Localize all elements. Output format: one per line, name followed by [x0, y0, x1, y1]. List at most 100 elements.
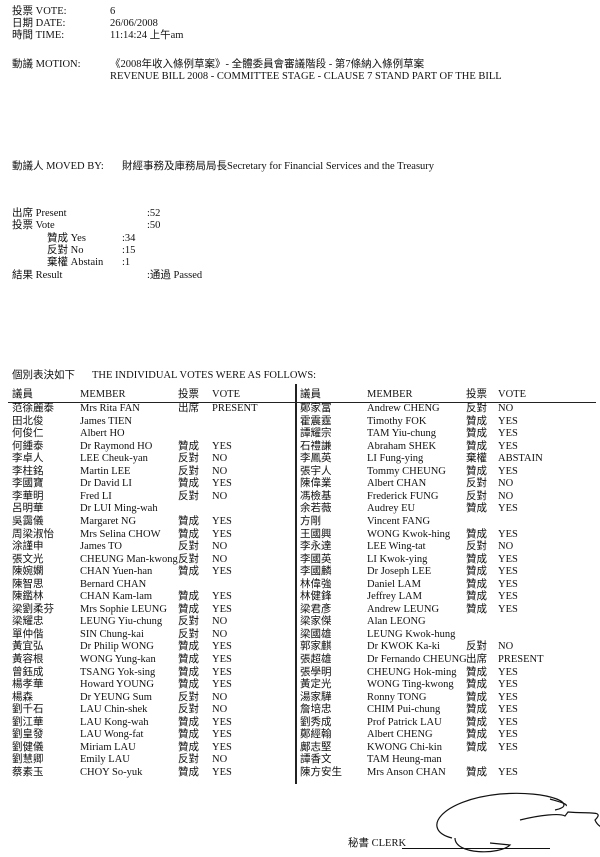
member-cn: 田北俊	[12, 415, 44, 427]
member-en: CHIM Pui-chung	[367, 704, 441, 716]
abstain-label: 棄權 Abstain	[47, 257, 104, 268]
member-en: Dr Fernando CHEUNG	[367, 654, 467, 665]
vote-en: NO	[212, 691, 228, 703]
vote-en: YES	[212, 641, 232, 653]
vote-en: YES	[212, 716, 232, 728]
member-en: Prof Patrick LAU	[367, 716, 442, 728]
vote-en: YES	[212, 591, 232, 603]
vote-cn: 贊成	[466, 578, 487, 590]
vote-en: YES	[212, 478, 232, 490]
yes-value: :34	[122, 233, 136, 244]
right-header-vote-en: VOTE	[498, 389, 526, 400]
member-cn: 王國興	[300, 528, 332, 540]
vote-cn: 出席	[466, 654, 487, 665]
vote-en: YES	[212, 440, 232, 452]
vote-en: YES	[498, 704, 518, 716]
member-en: Frederick FUNG	[367, 490, 439, 502]
vote-number-value: 6	[110, 6, 116, 17]
member-cn: 劉秀成	[300, 716, 332, 728]
vote-cn: 贊成	[178, 679, 199, 691]
vote-en: YES	[498, 603, 518, 615]
left-header-vote-cn: 投票	[178, 389, 199, 400]
member-cn: 黃容根	[12, 654, 44, 665]
motion-title-cn: 《2008年收入條例草案》- 全體委員會審議階段 - 第7條納入條例草案	[110, 59, 425, 70]
member-en: Daniel LAM	[367, 578, 421, 590]
member-en: Howard YOUNG	[80, 679, 154, 691]
vote-cn: 贊成	[178, 641, 199, 653]
member-en: LAU Wong-fat	[80, 729, 144, 741]
vote-cn: 贊成	[178, 741, 199, 753]
member-en: Abraham SHEK	[367, 440, 437, 452]
member-en: LI Kwok-ying	[367, 553, 428, 565]
vote-cn: 贊成	[178, 440, 199, 452]
member-en: James TO	[80, 541, 122, 553]
vote-cn: 贊成	[466, 528, 487, 540]
member-cn: 方剛	[300, 515, 321, 527]
vote-en: YES	[498, 716, 518, 728]
left-header-vote-en: VOTE	[212, 389, 240, 400]
clerk-label: 秘書 CLERK	[348, 838, 407, 849]
member-cn: 周梁淑怡	[12, 528, 54, 540]
member-en: LAU Kong-wah	[80, 716, 149, 728]
vote-cn: 贊成	[178, 566, 199, 578]
member-en: Vincent FANG	[367, 515, 431, 527]
member-cn: 梁君彥	[300, 603, 332, 615]
member-en: Miriam LAU	[80, 741, 136, 753]
vote-cn: 贊成	[466, 666, 487, 678]
member-en: Emily LAU	[80, 754, 130, 766]
member-cn: 梁耀忠	[12, 616, 44, 628]
member-cn: 李華明	[12, 490, 44, 502]
vote-cn: 贊成	[466, 566, 487, 578]
member-en: Dr David LI	[80, 478, 132, 490]
member-en: WONG Yung-kan	[80, 654, 156, 665]
vote-cn: 贊成	[466, 440, 487, 452]
member-cn: 林偉強	[300, 578, 332, 590]
member-en: Martin LEE	[80, 465, 131, 477]
vote-cn: 反對	[466, 641, 487, 653]
vote-en: YES	[498, 428, 518, 440]
vote-cn: 贊成	[178, 666, 199, 678]
vote-en: YES	[212, 741, 232, 753]
date-label: 日期 DATE:	[12, 18, 66, 29]
vote-en: YES	[498, 691, 518, 703]
member-cn: 譚香文	[300, 754, 332, 766]
right-header-member-en: MEMBER	[367, 389, 413, 400]
vote-en: NO	[212, 490, 228, 502]
vote-count-value: :50	[147, 220, 161, 231]
member-en: Margaret NG	[80, 515, 137, 527]
vote-number-label: 投票 VOTE:	[12, 6, 67, 17]
vote-cn: 贊成	[466, 603, 487, 615]
member-en: CHEUNG Man-kwong	[80, 553, 178, 565]
moved-by-label: 動議人 MOVED BY:	[12, 161, 104, 172]
vote-en: YES	[498, 465, 518, 477]
vote-cn: 贊成	[466, 741, 487, 753]
member-en: CHAN Yuen-han	[80, 566, 153, 578]
vote-en: NO	[212, 704, 228, 716]
present-value: :52	[147, 208, 161, 219]
vote-en: ABSTAIN	[498, 453, 543, 465]
vote-en: NO	[212, 754, 228, 766]
vote-cn: 贊成	[178, 716, 199, 728]
member-en: Albert CHAN	[367, 478, 427, 490]
vote-count-label: 投票 Vote	[12, 220, 55, 231]
abstain-value: :1	[122, 257, 131, 268]
vote-cn: 贊成	[466, 766, 487, 778]
result-label: 結果 Result	[12, 270, 63, 281]
vote-en: NO	[498, 641, 514, 653]
member-cn: 李卓人	[12, 453, 44, 465]
vote-en: PRESENT	[498, 654, 544, 665]
vote-en: YES	[498, 766, 518, 778]
member-cn: 李鳳英	[300, 453, 332, 465]
vote-cn: 贊成	[466, 704, 487, 716]
member-cn: 湯家驊	[300, 691, 332, 703]
vote-cn: 棄權	[466, 453, 487, 465]
member-en: Dr Joseph LEE	[367, 566, 432, 578]
member-cn: 詹培忠	[300, 704, 332, 716]
vote-en: NO	[498, 478, 514, 490]
member-en: TAM Yiu-chung	[367, 428, 437, 440]
vote-en: YES	[498, 679, 518, 691]
member-cn: 鄭經翰	[300, 729, 332, 741]
present-label: 出席 Present	[12, 208, 67, 219]
member-cn: 何鍾泰	[12, 440, 44, 452]
member-en: LEE Wing-tat	[367, 541, 426, 553]
